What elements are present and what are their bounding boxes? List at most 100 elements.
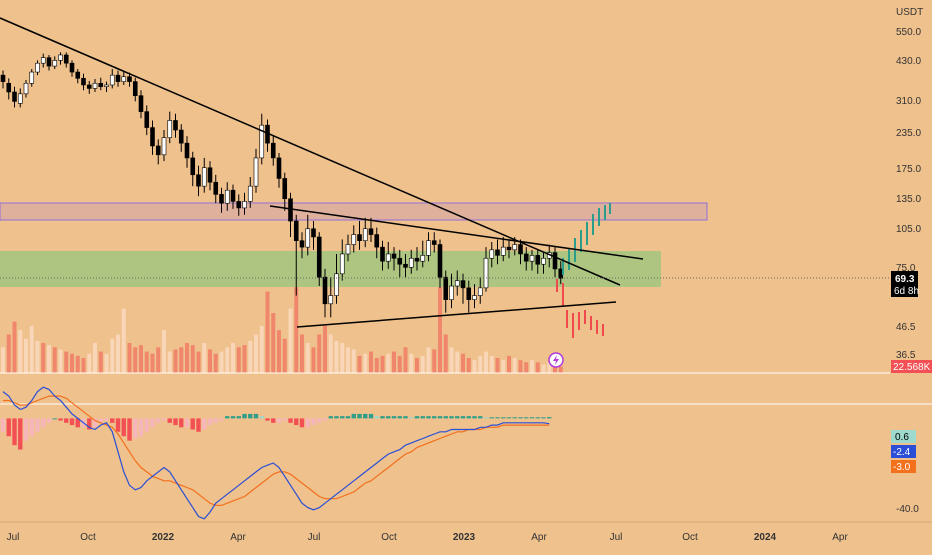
macd-histogram-bar — [449, 416, 454, 419]
macd-histogram-bar — [133, 418, 138, 439]
volume-bar — [265, 291, 270, 373]
volume-bar — [150, 353, 155, 373]
macd-histogram-bar — [236, 416, 241, 419]
macd-histogram-bar — [311, 418, 316, 426]
triangle-lower-line[interactable] — [296, 301, 617, 328]
macd-histogram-bar — [351, 413, 356, 419]
candle-body — [270, 142, 276, 159]
volume-bar — [202, 343, 207, 373]
candle-body — [219, 194, 224, 204]
volume-bar — [47, 345, 51, 373]
time-label: 2024 — [754, 532, 777, 543]
macd-histogram-bar — [322, 418, 328, 421]
candle-body — [17, 93, 23, 104]
volume-bar — [98, 351, 103, 373]
candle-body — [460, 280, 466, 289]
candle-body — [12, 91, 17, 102]
volume-bar — [277, 330, 281, 373]
price-axis[interactable]: USDT 550.0 430.0 310.0 235.0 175.0 135.0… — [896, 7, 923, 361]
volume-bar — [87, 353, 92, 373]
volume-bar — [363, 353, 368, 373]
macd-histogram-bar — [380, 416, 385, 419]
candle-body — [104, 84, 109, 87]
macd-histogram-bar — [196, 418, 201, 432]
candle-body — [334, 273, 339, 296]
candle-body — [311, 228, 316, 238]
volume-bar — [530, 360, 534, 373]
candle-body — [397, 257, 403, 265]
volume-bar — [432, 349, 437, 373]
volume-bar — [346, 347, 350, 373]
volume-bar — [547, 362, 552, 373]
volume-bar — [18, 330, 23, 373]
candle-body — [454, 280, 460, 287]
volume-bar — [259, 325, 264, 373]
volume-bar — [472, 360, 477, 373]
candle-body — [535, 255, 541, 265]
macd-histogram-bar — [294, 418, 299, 426]
macd-histogram-bar — [18, 418, 23, 450]
candle-body — [414, 257, 420, 262]
volume-bar — [489, 355, 494, 373]
volume-bar — [236, 347, 241, 373]
price-label: 550.0 — [896, 27, 921, 38]
volume-bar — [449, 347, 454, 373]
volume-bar — [374, 358, 379, 373]
volume-bar — [29, 325, 34, 373]
volume-bar — [558, 366, 563, 373]
macd-axis[interactable]: 0.6 -2.4 -3.0 -40.0 — [891, 430, 919, 515]
signal-value: -3.0 — [893, 462, 911, 473]
macd-histogram-bar — [443, 416, 448, 419]
candle-body — [201, 167, 207, 187]
candle-body — [247, 185, 253, 202]
candle-body — [92, 82, 98, 89]
volume-bar — [380, 355, 385, 373]
volume-bar — [231, 343, 235, 373]
volume-bar — [495, 358, 500, 373]
macd-histogram-bar — [58, 418, 63, 421]
candle-body — [6, 82, 12, 93]
candle-body — [523, 253, 529, 262]
time-label: Oct — [682, 532, 698, 543]
candle-body — [75, 71, 81, 79]
price-label: 36.5 — [896, 350, 916, 361]
lightning-icon[interactable] — [548, 352, 564, 368]
resistance-zone — [0, 202, 708, 221]
macd-histogram-bar — [207, 418, 213, 426]
volume-bar — [484, 351, 488, 373]
volume-bar — [162, 330, 166, 373]
candle-body — [351, 234, 357, 245]
candle-body — [305, 228, 311, 248]
macd-histogram-bar — [271, 418, 276, 423]
macd-histogram-bar — [202, 418, 207, 430]
volume-bar — [535, 362, 540, 373]
candle-body — [86, 84, 92, 89]
volume-bar — [173, 349, 178, 373]
candle-body — [40, 57, 46, 64]
macd-histogram-bar — [386, 416, 391, 419]
time-label: Jul — [308, 532, 321, 543]
candle-body — [420, 255, 426, 262]
time-axis[interactable]: Jul Oct 2022 Apr Jul Oct 2023 Apr Jul Oct 2024 Apr — [7, 532, 849, 543]
macd-histogram-bar — [184, 418, 190, 428]
macd-histogram-bar — [414, 416, 420, 419]
candle-body — [253, 157, 259, 187]
candle-body — [224, 189, 230, 204]
macd-histogram-bar — [518, 417, 523, 419]
volume-bar — [208, 349, 212, 373]
candle-body — [391, 253, 397, 259]
volume-bar — [271, 313, 276, 373]
volume-bar — [328, 334, 333, 373]
triangle-upper-line[interactable] — [269, 205, 644, 260]
volume-badge: 22.568K — [891, 360, 932, 373]
macd-histogram-bar — [6, 418, 11, 437]
candle-body — [495, 249, 500, 256]
macd-histogram-bar — [397, 416, 402, 419]
macd-histogram-bar — [167, 418, 172, 423]
price-label: 235.0 — [896, 128, 921, 139]
price-label: 430.0 — [896, 56, 921, 67]
candle-body — [242, 201, 247, 209]
volume-bar — [392, 351, 396, 373]
